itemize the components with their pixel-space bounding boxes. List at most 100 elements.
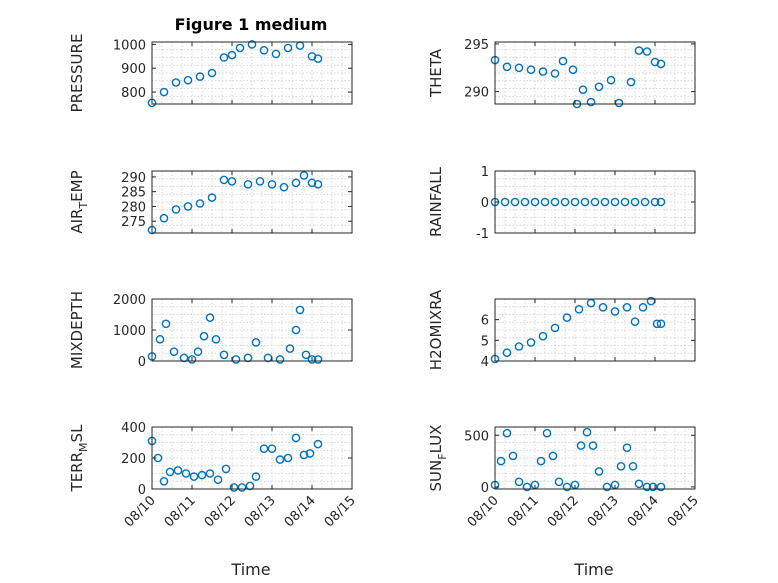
data-point-rainfall xyxy=(580,197,590,207)
data-point-pressure xyxy=(259,46,269,55)
x-tick-label: 08/10 xyxy=(465,493,502,530)
data-point-h2o-mixing-ratio xyxy=(526,338,536,347)
data-point-theta xyxy=(656,59,666,69)
data-point-air-temp xyxy=(267,179,277,189)
data-point-theta xyxy=(538,67,548,76)
data-point-h2o-mixing-ratio xyxy=(598,302,608,312)
data-point-pressure xyxy=(313,54,323,64)
y-axis-label: RAINFALL xyxy=(427,166,445,237)
y-tick-label: 0 xyxy=(481,481,489,496)
y-tick-label: 1 xyxy=(481,165,489,180)
data-point-terrain-msl xyxy=(237,483,247,492)
data-point-terrain-msl xyxy=(299,450,309,460)
y-tick-label: 500 xyxy=(464,429,489,444)
x-axis-label-left: Time xyxy=(230,560,270,579)
data-point-sun-flux xyxy=(536,456,546,466)
data-point-terrain-msl xyxy=(173,466,183,475)
data-point-theta xyxy=(626,77,636,87)
data-point-h2o-mixing-ratio xyxy=(538,331,548,341)
data-point-h2o-mixing-ratio xyxy=(502,348,512,358)
data-point-rainfall xyxy=(600,197,610,207)
x-tick-label: 08/12 xyxy=(202,493,239,530)
panel-sun-flux: 0 500 08/10 08/11 08/12 08/13 08/14 08/15 SUNFLU… xyxy=(427,425,702,531)
y-axis-label: SUNFLUX xyxy=(427,425,449,492)
data-point-sun-flux xyxy=(502,428,512,438)
y-tick-label: -1 xyxy=(476,227,489,242)
data-point-terrain-msl xyxy=(189,472,199,481)
data-point-rainfall xyxy=(550,197,560,207)
x-tick-label: 08/10 xyxy=(122,493,159,530)
data-point-air-temp xyxy=(279,182,289,192)
data-point-theta xyxy=(606,75,616,85)
y-tick-label: 295 xyxy=(464,38,489,53)
data-point-h2o-mixing-ratio xyxy=(610,307,620,316)
data-point-air-temp xyxy=(183,202,193,211)
data-point-mixdepth xyxy=(155,334,165,344)
data-point-h2o-mixing-ratio xyxy=(638,302,648,312)
axes-frame xyxy=(151,170,353,234)
y-axis-label-main: AIR xyxy=(68,209,86,234)
y-tick-label: 290 xyxy=(464,86,489,101)
data-point-terrain-msl xyxy=(197,470,207,480)
data-point-terrain-msl xyxy=(259,444,269,454)
x-tick-label: 08/15 xyxy=(665,493,702,530)
data-point-rainfall xyxy=(620,197,630,207)
y-tick-label: 800 xyxy=(121,86,146,101)
data-point-pressure xyxy=(171,78,181,87)
data-point-theta xyxy=(550,69,560,78)
data-point-terrain-msl xyxy=(251,472,261,481)
data-point-h2o-mixing-ratio xyxy=(652,319,662,329)
x-tick-label: 08/14 xyxy=(282,493,319,530)
data-point-mixdepth xyxy=(219,350,229,360)
data-point-air-temp xyxy=(171,205,181,214)
data-point-rainfall xyxy=(510,197,520,207)
y-tick-label: 0 xyxy=(138,483,146,498)
data-point-rainfall xyxy=(640,197,650,207)
y-tick-label: 275 xyxy=(121,215,146,230)
data-point-rainfall xyxy=(500,197,510,207)
axes-frame xyxy=(494,426,696,490)
data-point-h2o-mixing-ratio xyxy=(550,323,560,333)
data-point-mixdepth xyxy=(313,355,323,364)
data-point-terrain-msl xyxy=(291,433,301,443)
data-point-rainfall xyxy=(520,197,530,207)
y-tick-label: 4 xyxy=(481,355,489,370)
data-point-mixdepth xyxy=(301,350,311,360)
data-point-air-temp xyxy=(299,171,309,180)
data-point-theta xyxy=(614,98,624,108)
data-point-mixdepth xyxy=(187,355,197,364)
data-point-theta xyxy=(594,82,604,92)
data-point-terrain-msl xyxy=(213,475,223,485)
y-axis-label: PRESSURE xyxy=(68,34,86,113)
data-point-terrain-msl xyxy=(305,449,315,458)
data-point-sun-flux xyxy=(634,479,644,489)
y-axis-label-main: H2OMIXRA xyxy=(427,289,445,370)
data-point-mixdepth xyxy=(169,347,179,357)
data-point-theta xyxy=(526,65,536,74)
data-point-air-temp xyxy=(313,179,323,189)
data-point-air-temp xyxy=(255,176,265,186)
data-point-theta xyxy=(650,57,660,67)
data-point-theta xyxy=(586,97,596,107)
data-point-sun-flux xyxy=(642,482,652,492)
y-axis-label: H2OMIXRA xyxy=(427,289,445,370)
data-point-air-temp xyxy=(291,178,301,188)
x-tick-label: 08/13 xyxy=(585,493,622,530)
y-axis-label-main: RAINFALL xyxy=(427,166,445,237)
data-point-terrain-msl xyxy=(275,455,285,464)
data-point-h2o-mixing-ratio xyxy=(630,317,640,327)
data-point-air-temp xyxy=(159,213,169,223)
data-point-h2o-mixing-ratio xyxy=(562,313,572,322)
data-point-pressure xyxy=(195,72,205,81)
data-point-sun-flux xyxy=(582,427,592,437)
data-point-terrain-msl xyxy=(181,469,191,478)
x-tick-label: 08/13 xyxy=(242,493,279,530)
data-point-sun-flux xyxy=(588,441,598,450)
data-point-h2o-mixing-ratio xyxy=(574,304,584,314)
data-point-terrain-msl xyxy=(221,464,231,474)
data-point-rainfall xyxy=(630,197,640,207)
y-axis-label-main: SUN xyxy=(427,460,445,492)
data-point-pressure xyxy=(219,53,229,62)
data-point-sun-flux xyxy=(656,482,666,492)
